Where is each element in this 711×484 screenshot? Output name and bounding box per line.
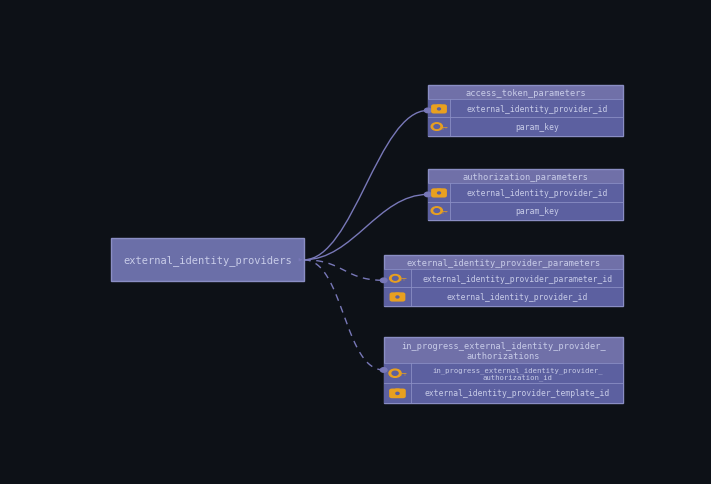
FancyBboxPatch shape [384, 256, 624, 306]
Circle shape [434, 125, 439, 129]
Circle shape [380, 368, 387, 372]
Circle shape [389, 369, 401, 378]
Text: param_key: param_key [515, 207, 559, 216]
FancyBboxPatch shape [384, 288, 624, 306]
Text: external_identity_provider_id: external_identity_provider_id [466, 105, 607, 114]
Text: access_token_parameters: access_token_parameters [465, 89, 586, 98]
FancyBboxPatch shape [384, 383, 624, 403]
FancyBboxPatch shape [428, 86, 624, 136]
Circle shape [434, 209, 439, 213]
Text: in_progress_external_identity_provider_
authorizations: in_progress_external_identity_provider_ … [401, 341, 606, 360]
Text: external_identity_provider_parameter_id: external_identity_provider_parameter_id [422, 274, 612, 283]
Text: external_identity_provider_parameters: external_identity_provider_parameters [407, 258, 601, 267]
Circle shape [396, 393, 399, 394]
FancyBboxPatch shape [431, 189, 447, 198]
FancyBboxPatch shape [428, 118, 624, 136]
Circle shape [431, 123, 442, 131]
Circle shape [390, 275, 401, 283]
Circle shape [431, 207, 442, 215]
FancyBboxPatch shape [431, 105, 447, 114]
Text: in_progress_external_identity_provider_
authorization_id: in_progress_external_identity_provider_ … [432, 366, 603, 380]
Text: external_identity_provider_id: external_identity_provider_id [466, 189, 607, 197]
FancyBboxPatch shape [428, 184, 624, 202]
Circle shape [380, 278, 387, 283]
Circle shape [392, 371, 398, 376]
FancyBboxPatch shape [390, 293, 405, 302]
Circle shape [424, 109, 431, 113]
Circle shape [437, 193, 440, 195]
Text: param_key: param_key [515, 123, 559, 132]
Text: external_identity_provider_template_id: external_identity_provider_template_id [424, 389, 610, 397]
FancyBboxPatch shape [384, 338, 624, 403]
FancyBboxPatch shape [428, 202, 624, 220]
Text: external_identity_provider_id: external_identity_provider_id [447, 292, 588, 302]
Text: external_identity_providers: external_identity_providers [123, 255, 292, 266]
FancyBboxPatch shape [384, 270, 624, 288]
FancyBboxPatch shape [428, 100, 624, 118]
FancyBboxPatch shape [389, 389, 406, 398]
Circle shape [424, 193, 431, 197]
Circle shape [392, 277, 398, 281]
FancyBboxPatch shape [384, 363, 624, 383]
FancyBboxPatch shape [111, 239, 304, 282]
FancyBboxPatch shape [428, 170, 624, 220]
Text: authorization_parameters: authorization_parameters [463, 172, 589, 182]
Circle shape [396, 296, 399, 298]
Circle shape [437, 109, 440, 111]
